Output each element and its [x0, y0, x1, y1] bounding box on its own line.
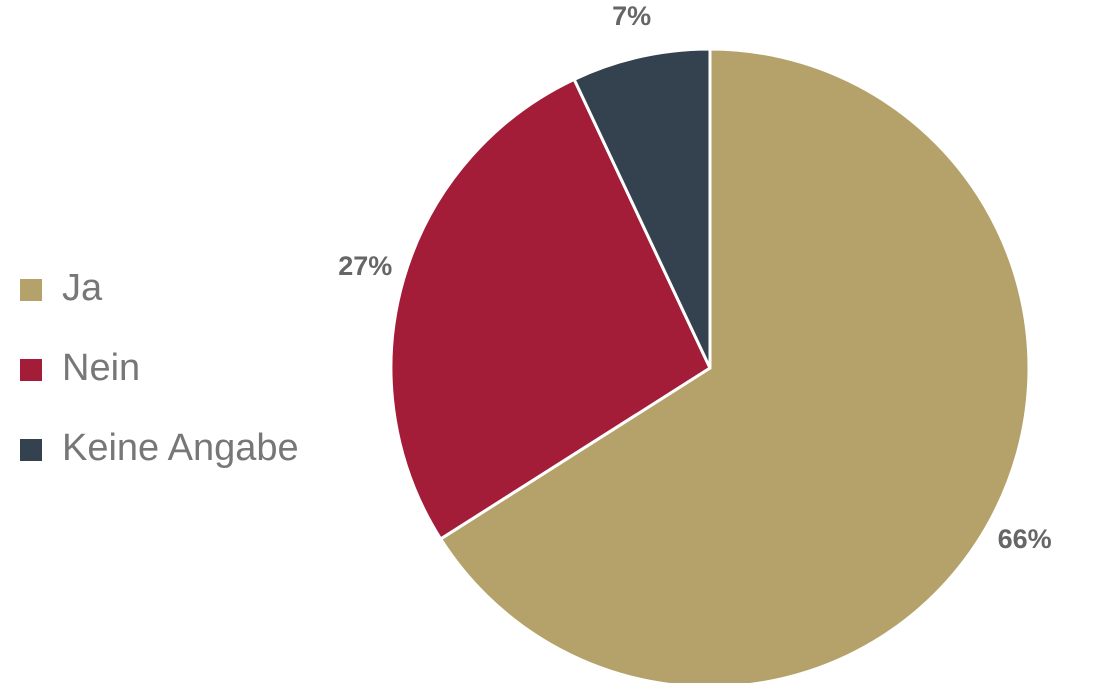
pie-slice [389, 77, 712, 541]
legend-label: Nein [62, 347, 140, 389]
data-label: 7% [612, 1, 651, 31]
legend-swatch [20, 279, 42, 301]
data-label: 27% [338, 251, 392, 281]
legend-label: Keine Angabe [62, 427, 299, 469]
legend-swatch [20, 439, 42, 461]
legend-label: Ja [62, 267, 103, 309]
data-label: 66% [998, 524, 1052, 554]
pie-slice [439, 47, 1031, 683]
legend-swatch [20, 359, 42, 381]
pie-slice [572, 47, 712, 370]
